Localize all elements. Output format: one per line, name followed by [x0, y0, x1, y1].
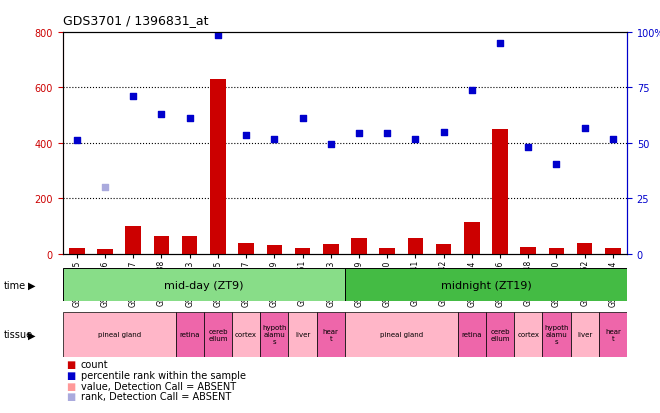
- Text: hear
t: hear t: [605, 328, 621, 341]
- Bar: [182, 236, 197, 254]
- Point: [438, 129, 449, 136]
- Bar: [577, 243, 593, 254]
- Point: [184, 115, 195, 122]
- Text: cereb
ellum: cereb ellum: [208, 328, 228, 341]
- Text: pineal gland: pineal gland: [98, 332, 141, 337]
- Text: ■: ■: [66, 359, 75, 369]
- Bar: [63, 268, 345, 301]
- Text: pineal gland: pineal gland: [379, 332, 423, 337]
- Text: midnight (ZT19): midnight (ZT19): [441, 280, 531, 290]
- Text: retina: retina: [180, 332, 200, 337]
- Bar: [457, 312, 486, 357]
- Text: ▶: ▶: [28, 330, 36, 339]
- Bar: [323, 244, 339, 254]
- Text: retina: retina: [461, 332, 482, 337]
- Text: liver: liver: [295, 332, 310, 337]
- Bar: [154, 236, 169, 254]
- Bar: [210, 80, 226, 254]
- Bar: [351, 239, 367, 254]
- Bar: [69, 249, 84, 254]
- Text: tissue: tissue: [3, 330, 32, 339]
- Point: [213, 33, 223, 39]
- Bar: [125, 226, 141, 254]
- Text: hypoth
alamu
s: hypoth alamu s: [262, 325, 286, 344]
- Bar: [492, 130, 508, 254]
- Bar: [379, 249, 395, 254]
- Text: rank, Detection Call = ABSENT: rank, Detection Call = ABSENT: [81, 392, 231, 401]
- Text: ■: ■: [66, 370, 75, 380]
- Bar: [295, 249, 310, 254]
- Bar: [514, 312, 543, 357]
- Point: [608, 136, 618, 142]
- Text: ▶: ▶: [28, 280, 36, 290]
- Bar: [63, 312, 176, 357]
- Text: time: time: [3, 280, 26, 290]
- Bar: [288, 312, 317, 357]
- Point: [71, 138, 82, 144]
- Text: percentile rank within the sample: percentile rank within the sample: [81, 370, 246, 380]
- Point: [241, 132, 251, 138]
- Text: liver: liver: [577, 332, 592, 337]
- Text: ■: ■: [66, 381, 75, 391]
- Text: mid-day (ZT9): mid-day (ZT9): [164, 280, 244, 290]
- Bar: [464, 222, 480, 254]
- Point: [410, 136, 420, 142]
- Text: hypoth
alamu
s: hypoth alamu s: [544, 325, 569, 344]
- Bar: [436, 244, 451, 254]
- Point: [269, 136, 280, 142]
- Point: [156, 111, 167, 118]
- Point: [579, 125, 590, 132]
- Bar: [543, 312, 570, 357]
- Bar: [204, 312, 232, 357]
- Point: [354, 131, 364, 137]
- Bar: [521, 247, 536, 254]
- Bar: [97, 250, 113, 254]
- Text: ■: ■: [66, 392, 75, 401]
- Bar: [238, 243, 254, 254]
- Bar: [345, 312, 457, 357]
- Point: [128, 93, 139, 100]
- Bar: [570, 312, 599, 357]
- Point: [297, 115, 308, 122]
- Point: [523, 145, 533, 151]
- Point: [495, 41, 506, 47]
- Bar: [232, 312, 260, 357]
- Bar: [176, 312, 204, 357]
- Point: [325, 142, 336, 148]
- Text: cereb
ellum: cereb ellum: [490, 328, 510, 341]
- Point: [467, 88, 477, 94]
- Bar: [486, 312, 514, 357]
- Text: GDS3701 / 1396831_at: GDS3701 / 1396831_at: [63, 14, 208, 27]
- Bar: [267, 246, 282, 254]
- Text: hear
t: hear t: [323, 328, 339, 341]
- Bar: [260, 312, 288, 357]
- Bar: [408, 239, 423, 254]
- Bar: [345, 268, 627, 301]
- Text: value, Detection Call = ABSENT: value, Detection Call = ABSENT: [81, 381, 236, 391]
- Bar: [317, 312, 345, 357]
- Text: cortex: cortex: [517, 332, 539, 337]
- Text: cortex: cortex: [235, 332, 257, 337]
- Point: [551, 161, 562, 168]
- Point: [382, 131, 393, 137]
- Bar: [599, 312, 627, 357]
- Text: count: count: [81, 359, 108, 369]
- Point: [100, 184, 110, 191]
- Bar: [605, 249, 620, 254]
- Bar: [548, 249, 564, 254]
